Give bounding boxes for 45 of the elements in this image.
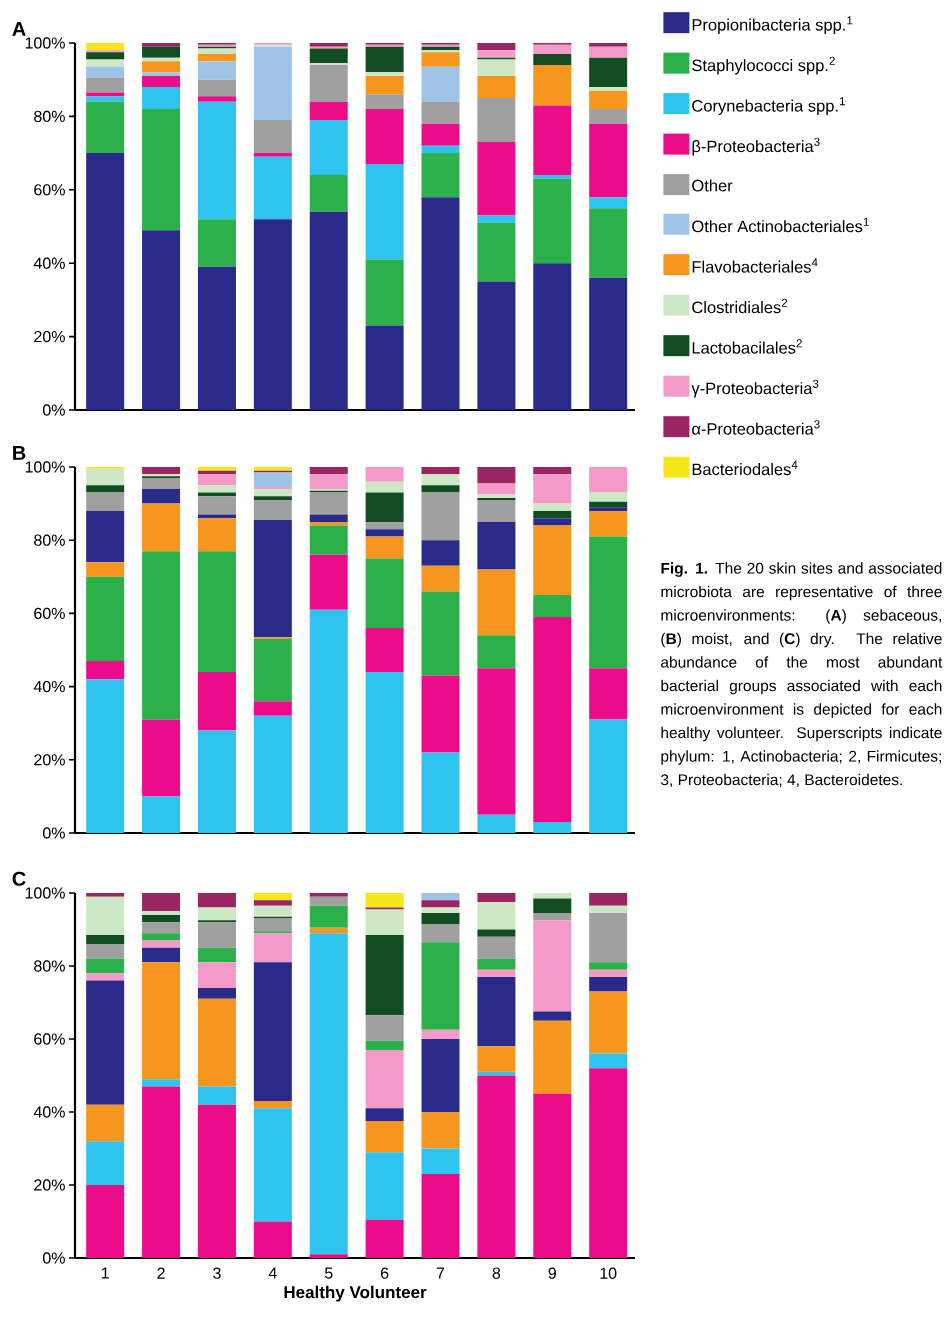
x-tick-label: 10 [600, 1267, 617, 1279]
y-tick-label: 40% [33, 680, 65, 693]
y-tick-label: 0% [42, 1252, 65, 1264]
y-tick-label: 60% [34, 1033, 65, 1045]
y-tick-label: 80% [34, 960, 65, 972]
legend-label: β-Proteobacteria$^{3}$ [692, 137, 820, 156]
y-tick-label: 100% [25, 461, 65, 473]
legend-label: Clostridiales$^{2}$ [692, 298, 788, 314]
text: Fig. 1. The 20 skin sites and associated microbiota are representative of three microenvironments: (A) sebaceous, (B) moist, and (C) dry. The relative abundance of the most abundant bacterial groups associated with each microenvironment is depicted for each healthy volunteer. Superscripts indicate phylum: 1, Actinobacteria; 2, Firmicutes; 3, Proteobacteria; 4, Bacteroidetes. [661, 562, 943, 788]
x-tick-label: 4 [268, 1267, 277, 1279]
y-tick-label: 80% [34, 110, 65, 123]
chart-title: C [12, 871, 26, 886]
legend-label: Bacteriodales$^{4}$ [692, 460, 798, 476]
legend-label: Flavobacteriales$^{4}$ [692, 258, 818, 273]
legend-label: Lactobacilales$^{2}$ [692, 339, 802, 354]
x-tick-label: 5 [324, 1267, 333, 1279]
legend-label: Corynebacteria spp.$^{1}$ [692, 97, 845, 115]
x-tick-label: 9 [548, 1267, 556, 1279]
y-tick-label: 100% [25, 37, 65, 49]
legend-label: Staphylococci spp.$^{2}$ [692, 56, 835, 75]
y-tick-label: 20% [34, 1179, 65, 1191]
legend-label: α-Proteobacteria$^{3}$ [692, 420, 820, 435]
legend-label: γ-Proteobacteria$^{3}$ [691, 379, 819, 398]
y-tick-label: 80% [34, 534, 65, 546]
y-tick-label: 60% [34, 607, 65, 620]
x-tick-label: 6 [380, 1267, 389, 1279]
y-tick-label: 20% [34, 754, 65, 766]
y-tick-label: 0% [42, 404, 65, 416]
y-tick-label: 40% [33, 1106, 65, 1118]
x-tick-label: 7 [436, 1267, 445, 1279]
x-tick-label: 2 [157, 1267, 165, 1279]
y-tick-label: 40% [33, 257, 65, 269]
legend-label: Other [692, 179, 733, 192]
chart-title: A [12, 22, 26, 36]
x-tick-label: 1 [101, 1267, 109, 1279]
y-tick-label: 20% [34, 330, 65, 343]
legend-label: Propionibacteria spp.$^{1}$ [692, 16, 853, 34]
legend-label: Other Actinobacteriales$^{1}$ [692, 217, 869, 233]
x-tick-label: 3 [213, 1267, 221, 1279]
chart-title: B [13, 446, 26, 460]
y-tick-label: 60% [34, 184, 65, 196]
x-tick-label: 8 [492, 1267, 501, 1279]
y-tick-label: 100% [25, 887, 65, 899]
x-axis-title: Healthy Volunteer [284, 1285, 427, 1302]
y-tick-label: 0% [42, 827, 65, 839]
